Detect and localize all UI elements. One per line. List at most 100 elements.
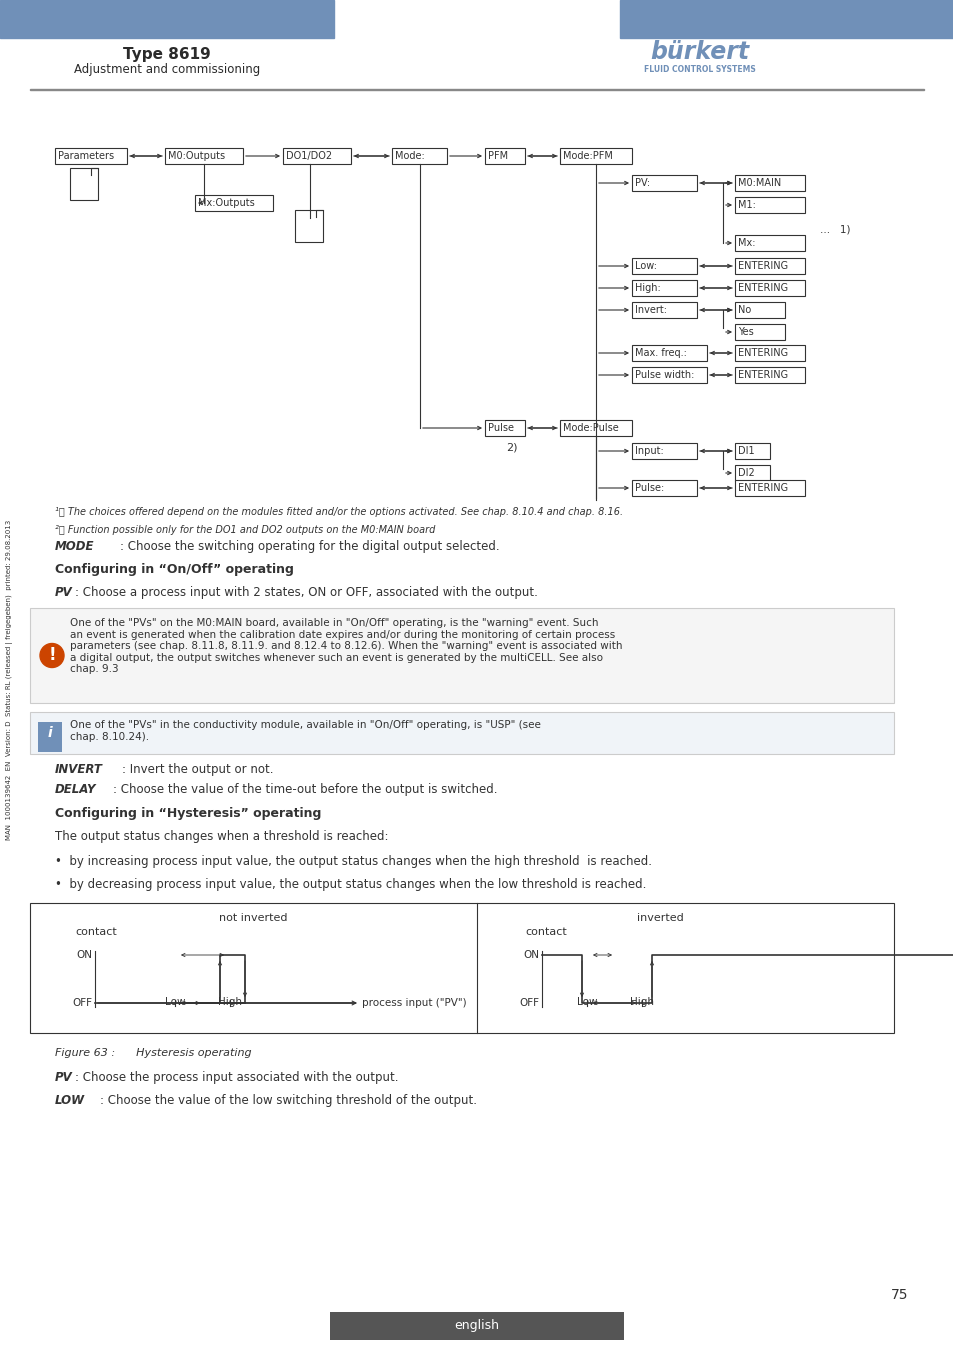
Text: : Choose a process input with 2 states, ON or OFF, associated with the output.: : Choose a process input with 2 states, … [75, 586, 537, 599]
Text: PV:: PV: [635, 178, 649, 188]
Text: High: High [218, 998, 242, 1007]
Text: INVERT: INVERT [55, 763, 103, 776]
Text: Invert:: Invert: [635, 305, 666, 315]
Text: Yes: Yes [738, 327, 753, 338]
Text: Mx:Outputs: Mx:Outputs [198, 198, 254, 208]
Text: ¹⧣ The choices offered depend on the modules fitted and/or the options activated: ¹⧣ The choices offered depend on the mod… [55, 508, 622, 517]
Text: : Choose the value of the time-out before the output is switched.: : Choose the value of the time-out befor… [112, 783, 497, 796]
Text: Pulse: Pulse [488, 423, 514, 433]
Bar [734, 481, 804, 495]
Bar [734, 464, 769, 481]
Bar [631, 176, 697, 190]
Text: M0:Outputs: M0:Outputs [168, 151, 225, 161]
Text: Low:: Low: [635, 261, 657, 271]
Bar [294, 211, 323, 242]
Bar [283, 148, 351, 163]
Bar [631, 481, 697, 495]
Text: High:: High: [635, 284, 660, 293]
Text: FLUID CONTROL SYSTEMS: FLUID CONTROL SYSTEMS [643, 66, 755, 74]
Text: ENTERING: ENTERING [738, 261, 787, 271]
Bar [30, 903, 893, 1033]
Text: english: english [454, 1319, 499, 1332]
Text: Figure 63 :      Hysteresis operating: Figure 63 : Hysteresis operating [55, 1048, 252, 1058]
Text: bürkert: bürkert [650, 40, 749, 63]
Bar [484, 420, 524, 436]
Text: OFF: OFF [71, 998, 91, 1008]
Bar [619, 0, 953, 38]
Bar [734, 324, 784, 340]
Bar [734, 197, 804, 213]
Text: i: i [48, 726, 52, 740]
Text: DI1: DI1 [738, 446, 754, 456]
Bar [734, 235, 804, 251]
Bar [194, 194, 273, 211]
Bar [30, 608, 893, 703]
Text: Type 8619: Type 8619 [123, 46, 211, 62]
Text: PV: PV [55, 586, 72, 599]
Text: Parameters: Parameters [58, 151, 114, 161]
Text: DI2: DI2 [738, 468, 754, 478]
Bar [734, 302, 784, 319]
Text: ENTERING: ENTERING [738, 348, 787, 358]
Text: Configuring in “Hysteresis” operating: Configuring in “Hysteresis” operating [55, 807, 321, 819]
Text: Mode:: Mode: [395, 151, 424, 161]
Bar [631, 346, 706, 360]
Text: ...   1): ... 1) [820, 224, 850, 234]
Bar [664, 23, 672, 28]
Text: !: ! [49, 647, 56, 664]
Text: M0:MAIN: M0:MAIN [738, 178, 781, 188]
Text: PV: PV [55, 1071, 72, 1084]
Text: ENTERING: ENTERING [738, 370, 787, 379]
Bar [70, 167, 98, 200]
Text: MAN  1000139642  EN  Version: D  Status: RL (released | freigegeben)  printed: 2: MAN 1000139642 EN Version: D Status: RL … [7, 520, 13, 840]
Text: Mode:Pulse: Mode:Pulse [562, 423, 618, 433]
Text: ON: ON [76, 950, 91, 960]
Bar [631, 258, 697, 274]
Bar [734, 367, 804, 383]
Text: contact: contact [75, 927, 116, 937]
Text: contact: contact [524, 927, 566, 937]
Bar [631, 367, 706, 383]
Bar [734, 443, 769, 459]
Bar [734, 279, 804, 296]
Bar [392, 148, 447, 163]
Text: Adjustment and commissioning: Adjustment and commissioning [73, 63, 260, 77]
Text: : Invert the output or not.: : Invert the output or not. [122, 763, 274, 776]
Bar [655, 23, 662, 28]
Circle shape [40, 644, 64, 667]
Text: process input ("PV"): process input ("PV") [361, 998, 466, 1008]
Text: The output status changes when a threshold is reached:: The output status changes when a thresho… [55, 830, 388, 842]
Bar [55, 148, 127, 163]
Bar [559, 148, 631, 163]
Text: Mode:PFM: Mode:PFM [562, 151, 612, 161]
Text: Pulse width:: Pulse width: [635, 370, 694, 379]
Bar [631, 279, 697, 296]
Text: Low: Low [577, 998, 597, 1007]
Text: 75: 75 [890, 1288, 908, 1301]
Bar [734, 346, 804, 360]
Text: 2): 2) [506, 443, 517, 454]
Bar [330, 1312, 623, 1341]
Text: inverted: inverted [636, 913, 682, 923]
Text: Low: Low [165, 998, 185, 1007]
Text: Pulse:: Pulse: [635, 483, 663, 493]
Text: OFF: OFF [518, 998, 538, 1008]
Text: : Choose the value of the low switching threshold of the output.: : Choose the value of the low switching … [100, 1094, 476, 1107]
Text: One of the "PVs" on the M0:MAIN board, available in "On/Off" operating, is the ": One of the "PVs" on the M0:MAIN board, a… [70, 618, 622, 675]
Bar [631, 443, 697, 459]
Text: •  by decreasing process input value, the output status changes when the low thr: • by decreasing process input value, the… [55, 878, 646, 891]
Text: High: High [629, 998, 654, 1007]
Text: DO1/DO2: DO1/DO2 [286, 151, 332, 161]
Text: Max. freq.:: Max. freq.: [635, 348, 686, 358]
Bar [559, 420, 631, 436]
Text: not inverted: not inverted [218, 913, 287, 923]
Bar [30, 711, 893, 755]
Text: PFM: PFM [488, 151, 508, 161]
Bar [675, 23, 724, 28]
Bar [0, 0, 334, 38]
Bar [38, 722, 62, 752]
Text: M1:: M1: [738, 200, 755, 211]
Bar [734, 258, 804, 274]
Text: ENTERING: ENTERING [738, 284, 787, 293]
Bar [165, 148, 243, 163]
